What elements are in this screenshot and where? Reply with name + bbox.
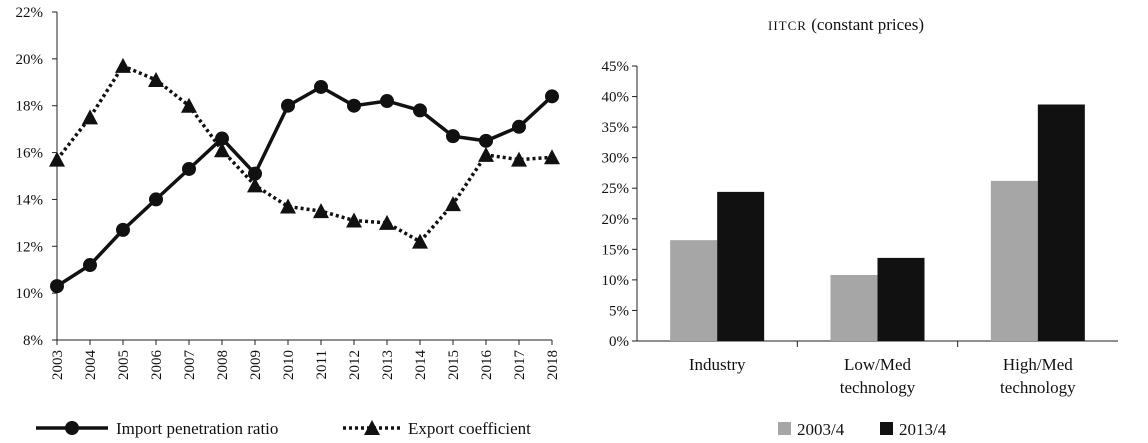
y-tick-label: 5% (609, 303, 629, 319)
category-label: High/Med (1003, 355, 1073, 374)
x-tick-label: 2016 (479, 350, 495, 381)
data-point (446, 129, 460, 144)
y-tick-label: 12% (16, 239, 44, 255)
bar-2003-4 (990, 180, 1038, 341)
data-point (215, 131, 229, 146)
x-tick-label: 2015 (446, 350, 462, 380)
data-point (248, 166, 262, 181)
data-point (346, 212, 362, 228)
y-tick-label: 20% (602, 212, 630, 228)
legend-swatch (880, 422, 893, 435)
x-tick-label: 2013 (380, 350, 396, 380)
data-point (545, 89, 559, 104)
data-point (83, 258, 97, 273)
data-point (379, 214, 395, 230)
data-point (347, 98, 361, 113)
data-point (445, 196, 461, 212)
bar-2013-4 (1037, 104, 1085, 341)
bar-2013-4 (717, 191, 765, 341)
y-tick-label: 14% (16, 192, 44, 208)
data-point (149, 192, 163, 207)
legend-label: 2013/4 (899, 420, 947, 439)
data-point (511, 151, 527, 167)
legend-label: Import penetration ratio (116, 419, 278, 438)
y-tick-label: 22% (16, 5, 44, 21)
series-line (56, 84, 554, 288)
y-tick-label: 10% (16, 286, 44, 302)
data-point (116, 222, 130, 237)
data-point (50, 279, 64, 294)
data-point (544, 149, 560, 165)
data-point (214, 142, 230, 158)
x-tick-label: 2012 (347, 350, 363, 380)
category-label: Low/Med (844, 355, 912, 374)
data-point (115, 57, 131, 73)
legend-label: Export coefficient (408, 419, 531, 438)
category-label: Industry (689, 355, 746, 374)
y-tick-label: 40% (602, 90, 630, 106)
x-tick-label: 2008 (215, 350, 231, 380)
data-point (512, 119, 526, 134)
line-chart: 8% 10% 12% 14% 16% 18% 20% 22% 2003 2004 2005 2006 2… (16, 5, 562, 438)
x-tick-label: 2014 (413, 350, 429, 381)
bar-chart: iitcr (constant prices) 0% 5% 10% 15% 20% 25% 3… (602, 15, 1118, 439)
x-tick-label: 2017 (512, 350, 528, 381)
data-point (247, 177, 263, 193)
x-tick-label: 2007 (182, 350, 198, 381)
y-tick-label: 20% (16, 52, 44, 68)
y-tick-label: 18% (16, 99, 44, 115)
y-tick-label: 16% (16, 146, 44, 162)
x-tick-label: 2011 (314, 350, 330, 379)
data-point (148, 71, 164, 87)
legend-marker-circle (65, 421, 79, 435)
y-tick-label: 10% (602, 273, 630, 289)
y-tick-label: 15% (602, 242, 630, 258)
legend-swatch (778, 422, 791, 435)
x-tick-label: 2006 (149, 350, 165, 381)
data-point (478, 146, 494, 162)
data-point (49, 151, 65, 167)
bar-2013-4 (877, 257, 925, 341)
data-point (82, 109, 98, 125)
y-tick-label: 35% (602, 120, 630, 136)
data-point (413, 103, 427, 118)
bar-2003-4 (670, 240, 718, 341)
y-tick-label: 45% (602, 59, 630, 75)
category-label: technology (840, 378, 916, 397)
x-tick-label: 2018 (545, 350, 561, 380)
legend: 2003/4 2013/4 (778, 420, 947, 439)
series-line (55, 63, 553, 244)
data-point (412, 233, 428, 249)
series-import-penetration-ratio (50, 79, 559, 294)
data-point (182, 161, 196, 176)
x-tick-label: 2010 (281, 350, 297, 380)
data-point (181, 97, 197, 113)
x-tick-label: 2005 (116, 350, 132, 380)
data-point (380, 94, 394, 109)
data-point (314, 79, 328, 94)
x-tick-label: 2009 (248, 350, 264, 380)
legend: Import penetration ratio Export coefficie… (36, 419, 531, 438)
data-point (281, 98, 295, 113)
y-tick-label: 0% (609, 334, 629, 350)
data-point (313, 203, 329, 219)
bar-2003-4 (830, 275, 878, 341)
chart-title: iitcr (constant prices) (768, 15, 924, 34)
y-tick-label: 30% (602, 151, 630, 167)
series-export-coefficient (49, 57, 560, 249)
data-point (479, 133, 493, 148)
y-tick-label: 25% (602, 181, 630, 197)
data-point (280, 198, 296, 214)
y-tick-label: 8% (23, 333, 43, 349)
legend-label: 2003/4 (797, 420, 845, 439)
category-label: technology (1000, 378, 1076, 397)
x-tick-label: 2003 (50, 350, 66, 380)
legend-marker-triangle (364, 420, 380, 435)
x-tick-label: 2004 (83, 350, 99, 381)
